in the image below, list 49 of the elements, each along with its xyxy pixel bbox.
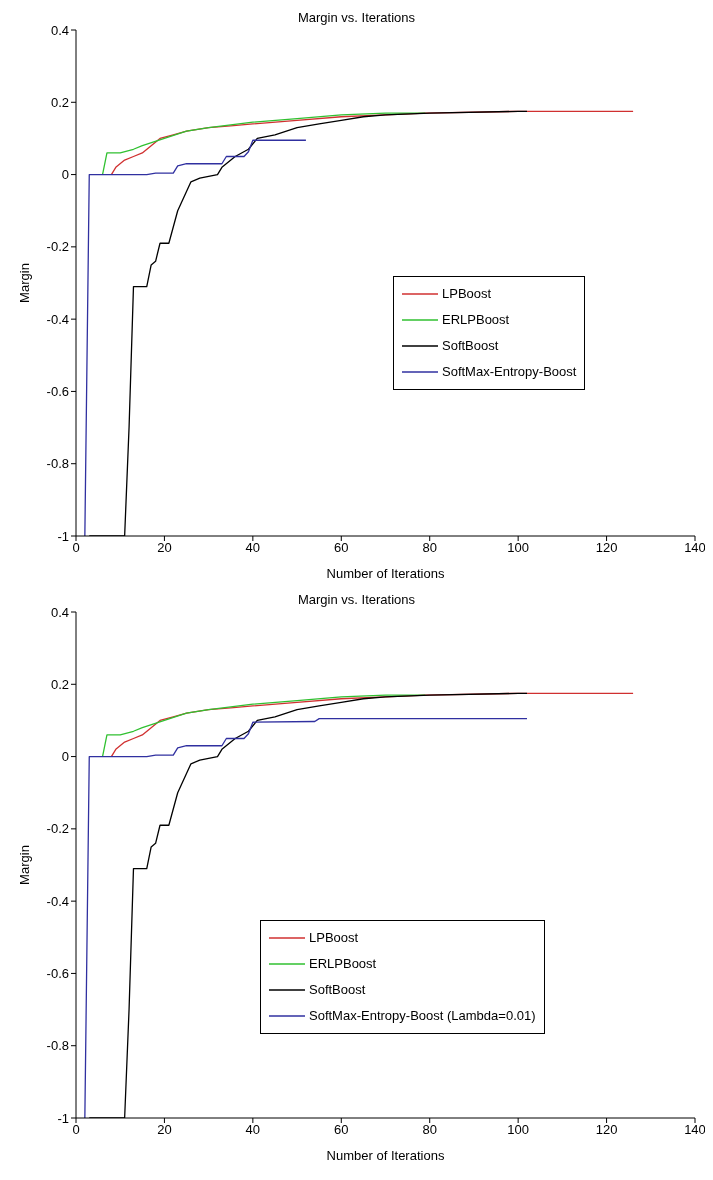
chart-title: Margin vs. Iterations bbox=[297, 10, 416, 25]
legend-label: SoftBoost bbox=[442, 337, 499, 355]
x-tick-label: 60 bbox=[334, 540, 349, 556]
x-tick-label: 0 bbox=[72, 1122, 80, 1138]
y-tick-label: -1 bbox=[57, 528, 69, 544]
y-tick-label: -0.2 bbox=[46, 821, 69, 837]
line-series bbox=[101, 694, 426, 758]
y-tick-label: -1 bbox=[57, 1110, 69, 1126]
x-tick-label: 60 bbox=[334, 1122, 349, 1138]
x-tick-label: 120 bbox=[595, 540, 618, 556]
x-tick-label: 80 bbox=[422, 1122, 437, 1138]
legend-label: SoftMax-Entropy-Boost (Lambda=0.01) bbox=[309, 1007, 536, 1025]
legend-label: ERLPBoost bbox=[442, 311, 510, 329]
x-tick-label: 140 bbox=[684, 1122, 706, 1138]
y-tick-label: -0.4 bbox=[46, 893, 69, 909]
line-series bbox=[84, 139, 307, 536]
y-tick-label: 0.2 bbox=[50, 94, 69, 110]
y-axis-title: Margin bbox=[16, 845, 32, 885]
x-tick-label: 20 bbox=[157, 1122, 172, 1138]
y-tick-label: 0.4 bbox=[50, 604, 69, 620]
y-axis-title: Margin bbox=[16, 263, 32, 303]
y-tick-label: 0.4 bbox=[50, 22, 69, 38]
x-tick-label: 0 bbox=[72, 540, 80, 556]
x-axis-title: Number of Iterations bbox=[326, 566, 445, 581]
x-tick-label: 120 bbox=[595, 1122, 618, 1138]
y-tick-label: -0.6 bbox=[46, 384, 69, 400]
x-tick-label: 20 bbox=[157, 540, 172, 556]
y-tick-label: -0.6 bbox=[46, 966, 69, 982]
chart-title: Margin vs. Iterations bbox=[297, 592, 416, 607]
y-tick-label: -0.8 bbox=[46, 456, 69, 472]
x-tick-label: 100 bbox=[507, 1122, 529, 1138]
y-tick-label: -0.4 bbox=[46, 311, 69, 327]
y-tick-label: -0.2 bbox=[46, 239, 69, 255]
legend-label: SoftBoost bbox=[309, 981, 366, 999]
y-tick-label: -0.8 bbox=[46, 1038, 69, 1054]
x-tick-label: 140 bbox=[684, 540, 706, 556]
legend-label: SoftMax-Entropy-Boost bbox=[442, 363, 577, 381]
y-tick-label: 0 bbox=[61, 749, 69, 765]
legend-label: LPBoost bbox=[442, 285, 492, 303]
x-tick-label: 40 bbox=[245, 540, 261, 556]
x-tick-label: 80 bbox=[422, 540, 437, 556]
x-tick-label: 40 bbox=[245, 1122, 261, 1138]
line-series bbox=[101, 112, 426, 176]
legend-label: ERLPBoost bbox=[309, 955, 377, 973]
y-tick-label: 0 bbox=[61, 167, 69, 183]
x-axis-title: Number of Iterations bbox=[326, 1148, 445, 1163]
y-tick-label: 0.2 bbox=[50, 676, 69, 692]
legend-label: LPBoost bbox=[309, 929, 359, 947]
x-tick-label: 100 bbox=[507, 540, 529, 556]
